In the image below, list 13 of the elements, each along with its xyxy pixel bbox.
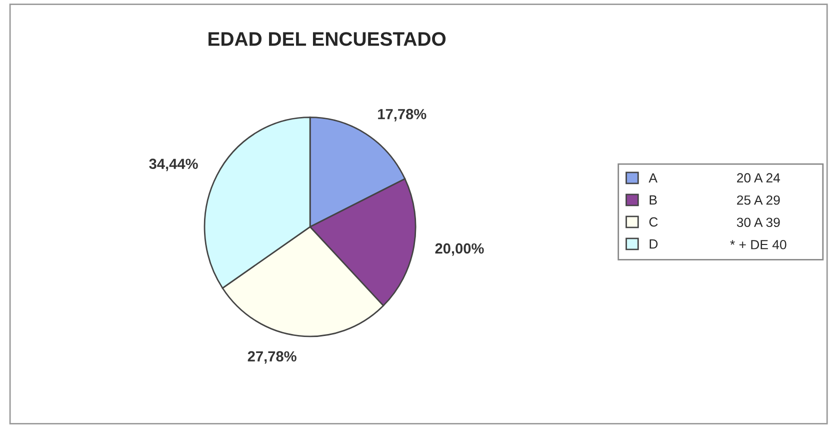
legend-label: B (650, 195, 657, 205)
legend-label: A (648, 173, 658, 182)
text: * + DE 40 (730, 240, 786, 250)
legend-label: C (649, 217, 658, 227)
chart-title: EDAD DEL ENCUESTADO (208, 32, 446, 46)
data-label: 17,78% (378, 108, 426, 122)
text: 30 A 39 (736, 218, 780, 228)
legend-label: D (650, 239, 658, 249)
data-label: 20,00% (435, 243, 484, 256)
data-label: 34,44% (149, 158, 198, 172)
text: 25 A 29 (737, 195, 780, 205)
data-label: 27,78% (248, 351, 296, 364)
text: 20 A 24 (737, 173, 780, 183)
